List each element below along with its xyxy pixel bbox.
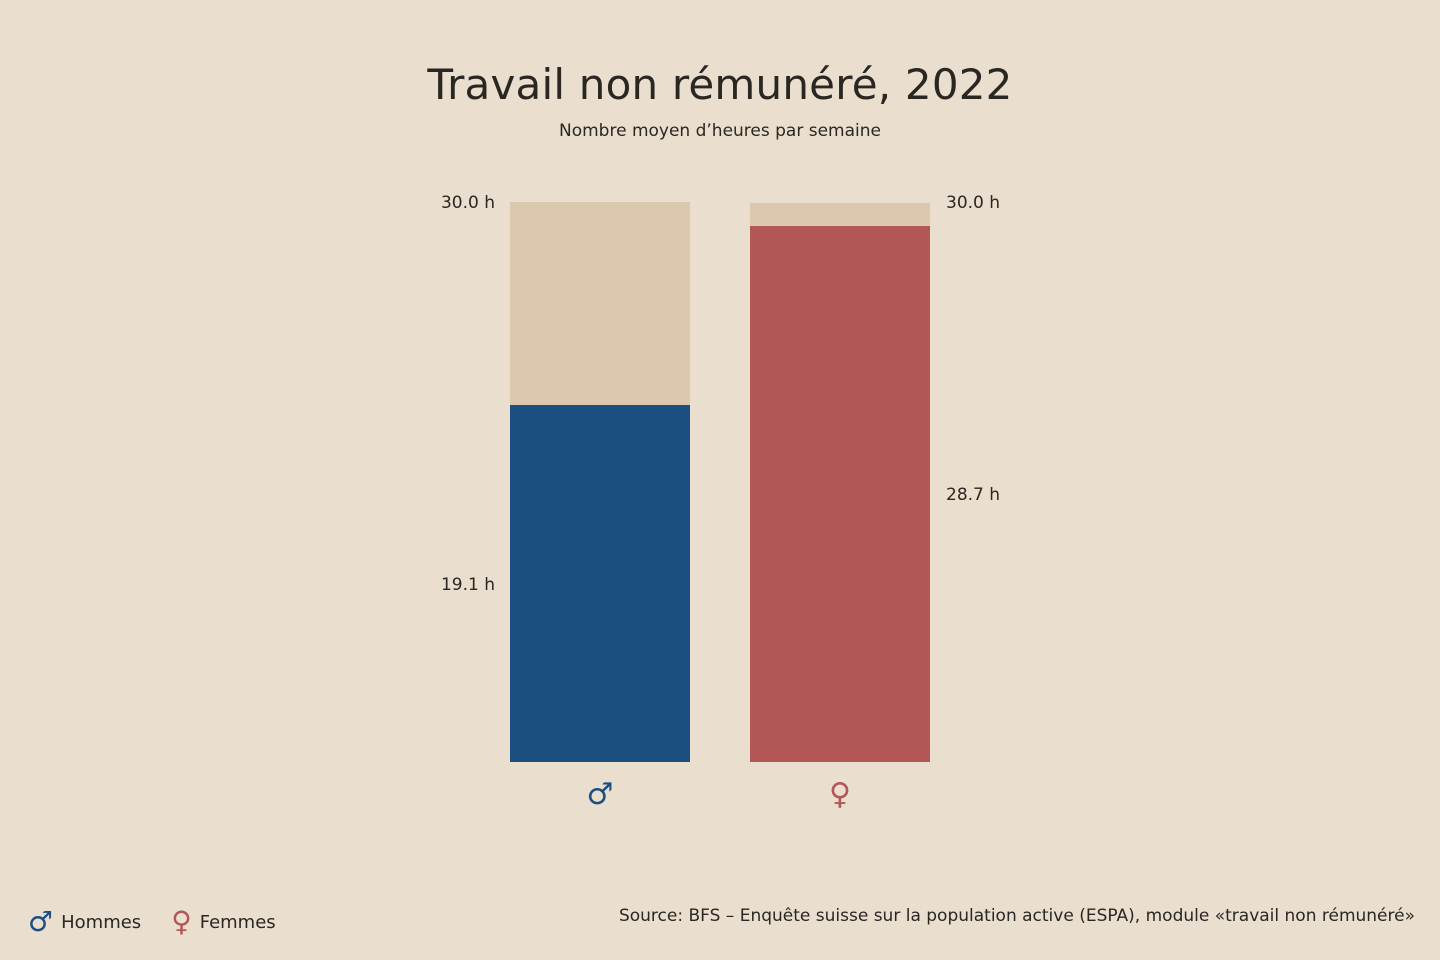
chart-title: Travail non rémunéré, 2022 bbox=[427, 60, 1013, 109]
women-bar-value bbox=[750, 226, 930, 762]
legend-label-men: Hommes bbox=[61, 911, 142, 933]
legend-item-women: ♀ Femmes bbox=[171, 908, 275, 936]
legend: ♂ Hommes ♀ Femmes bbox=[28, 908, 276, 936]
women-value-label: 28.7 h bbox=[946, 485, 1001, 505]
male-symbol-icon: ♂ bbox=[586, 777, 614, 812]
female-icon: ♀ bbox=[171, 905, 192, 938]
chart-subtitle: Nombre moyen d’heures par semaine bbox=[559, 121, 881, 141]
women-max-label: 30.0 h bbox=[946, 193, 1001, 213]
men-bar-value bbox=[510, 405, 690, 762]
legend-label-women: Femmes bbox=[199, 911, 276, 933]
source-note: Source: BFS – Enquête suisse sur la popu… bbox=[618, 906, 1415, 926]
male-icon: ♂ bbox=[28, 905, 54, 938]
men-max-label: 30.0 h bbox=[440, 193, 495, 213]
female-symbol-icon: ♀ bbox=[829, 777, 851, 812]
legend-item-men: ♂ Hommes bbox=[28, 908, 141, 936]
men-value-label: 19.1 h bbox=[440, 575, 495, 595]
